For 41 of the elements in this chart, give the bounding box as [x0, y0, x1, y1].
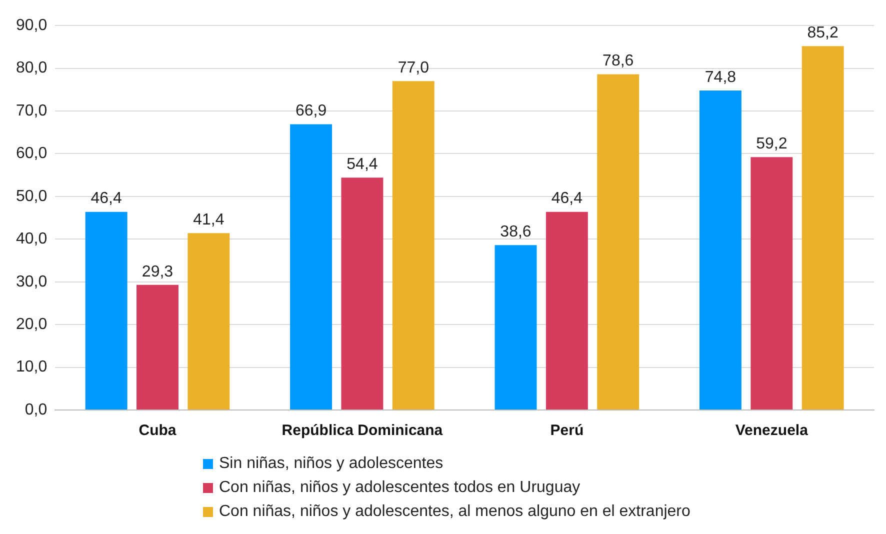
legend-label: Con niñas, niños y adolescentes todos en Uruguay [219, 479, 580, 497]
data-label: 46,4 [90, 190, 122, 208]
y-tick-label: 30,0 [16, 273, 48, 290]
data-label: 38,6 [500, 224, 532, 241]
y-tick-label: 40,0 [16, 230, 48, 248]
bar [188, 233, 230, 410]
x-tick-label: Perú [550, 422, 584, 440]
bar [494, 245, 537, 410]
y-tick-label: 50,0 [16, 188, 48, 205]
legend-label: Con niñas, niños y adolescentes, al menos alguno en el extranjero [219, 503, 690, 521]
data-label: 78,6 [602, 52, 634, 70]
bar [546, 212, 588, 410]
data-label: 54,4 [346, 156, 378, 174]
y-tick-label: 80,0 [16, 60, 48, 77]
data-label: 74,8 [704, 68, 736, 86]
y-tick-label: 60,0 [16, 145, 48, 162]
data-label: 85,2 [807, 24, 838, 42]
data-label: 41,4 [193, 212, 224, 229]
bar [597, 74, 640, 410]
data-label: 46,4 [551, 190, 583, 208]
y-tick-label: 0,0 [24, 401, 48, 418]
bar [341, 178, 384, 410]
bar [290, 124, 332, 410]
legend-label: Sin niñas, niños y adolescentes [219, 455, 444, 473]
y-tick-label: 90,0 [16, 17, 48, 34]
y-tick-label: 10,0 [16, 358, 48, 376]
data-label: 29,3 [142, 263, 174, 280]
data-label: 59,2 [756, 136, 788, 153]
x-tick-label: República Dominicana [282, 422, 444, 440]
x-tick-label: Cuba [138, 422, 177, 440]
y-tick-label: 20,0 [16, 316, 48, 333]
bar [750, 157, 793, 410]
data-label: 77,0 [398, 60, 430, 77]
x-tick-label: Venezuela [735, 422, 809, 440]
bar [802, 46, 844, 410]
y-tick-label: 70,0 [16, 102, 48, 120]
bar [136, 284, 178, 410]
bar [392, 81, 434, 410]
data-label: 66,9 [295, 102, 327, 120]
bar [85, 212, 128, 410]
bar [699, 90, 742, 410]
